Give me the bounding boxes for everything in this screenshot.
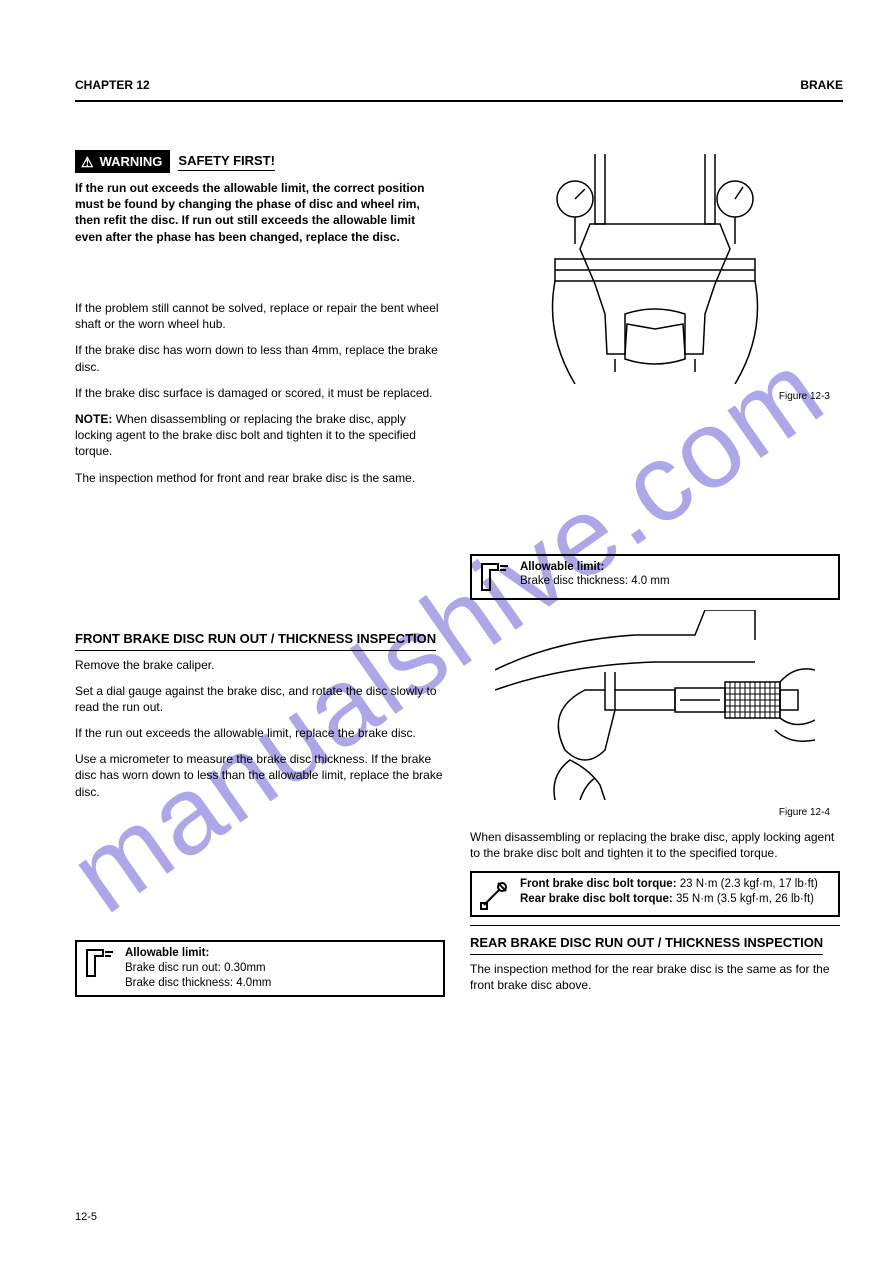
warning-triangle-icon: ⚠ — [81, 155, 94, 169]
note-label: NOTE: — [75, 412, 112, 426]
torque-box: Front brake disc bolt torque: 23 N·m (2.… — [470, 871, 840, 917]
left-step4: Use a micrometer to measure the brake di… — [75, 751, 445, 800]
footer-page-number: 12-5 — [75, 1211, 97, 1223]
spec-left-l1: Brake disc run out: 0.30mm — [125, 961, 271, 976]
torque-v1: 23 N·m (2.3 kgf·m, 17 lb·ft) — [680, 878, 818, 890]
spec-text-left: Allowable limit: Brake disc run out: 0.3… — [125, 946, 271, 991]
caliper-icon — [478, 560, 512, 594]
left-column: If the problem still cannot be solved, r… — [75, 300, 445, 496]
torque-wrench-icon — [478, 877, 512, 911]
right-p6: The inspection method for the rear brake… — [470, 961, 840, 993]
spec-right-label: Allowable limit: — [520, 560, 670, 575]
left-p3: If the brake disc surface is damaged or … — [75, 385, 445, 401]
warning-badge: ⚠ WARNING — [75, 150, 170, 173]
page-content: CHAPTER 12 BRAKE ⚠ WARNING SAFETY FIRST!… — [0, 0, 893, 1263]
right-column: Figure 12-3 Allowable limit: Brake disc … — [470, 150, 840, 1003]
spec-right-l1: Brake disc thickness: 4.0 mm — [520, 574, 670, 589]
left-step3: If the run out exceeds the allowable lim… — [75, 725, 445, 741]
header-rule — [75, 100, 843, 102]
left-p4: The inspection method for front and rear… — [75, 470, 445, 486]
note-body: When disassembling or replacing the brak… — [75, 412, 416, 458]
header-chapter: CHAPTER 12 — [75, 78, 150, 92]
torque-v2: 35 N·m (3.5 kgf·m, 26 lb·ft) — [676, 893, 814, 905]
caliper-icon — [83, 946, 117, 980]
spec-box-right: Allowable limit: Brake disc thickness: 4… — [470, 554, 840, 600]
spec-left-l2: Brake disc thickness: 4.0mm — [125, 976, 271, 991]
left-step2: Set a dial gauge against the brake disc,… — [75, 683, 445, 715]
illustration-micrometer — [470, 610, 840, 800]
right-heading-rear: REAR BRAKE DISC RUN OUT / THICKNESS INSP… — [470, 934, 823, 955]
fig2-caption: Figure 12-4 — [470, 806, 830, 820]
left-p2: If the brake disc has worn down to less … — [75, 342, 445, 374]
section-rule — [470, 925, 840, 926]
torque-t2: Rear brake disc bolt torque: — [520, 893, 673, 905]
warning-row: ⚠ WARNING SAFETY FIRST! — [75, 150, 275, 173]
spec-box-left: Allowable limit: Brake disc run out: 0.3… — [75, 940, 445, 997]
warning-badge-label: WARNING — [100, 154, 163, 169]
left-note1: NOTE: When disassembling or replacing th… — [75, 411, 445, 460]
spec-text-right: Allowable limit: Brake disc thickness: 4… — [520, 560, 670, 590]
torque-text: Front brake disc bolt torque: 23 N·m (2.… — [520, 877, 818, 907]
warning-body: If the run out exceeds the allowable lim… — [75, 180, 445, 245]
torque-t1: Front brake disc bolt torque: — [520, 878, 677, 890]
left-section-2: FRONT BRAKE DISC RUN OUT / THICKNESS INS… — [75, 630, 445, 1003]
illustration-dial-gauge — [470, 154, 840, 384]
left-step1: Remove the brake caliper. — [75, 657, 445, 673]
spec-left-label: Allowable limit: — [125, 946, 271, 961]
fig1-caption: Figure 12-3 — [470, 390, 830, 404]
left-heading-runout: FRONT BRAKE DISC RUN OUT / THICKNESS INS… — [75, 630, 436, 651]
warning-inline-heading: SAFETY FIRST! — [178, 153, 275, 171]
header-title: BRAKE — [800, 78, 843, 92]
right-p5: When disassembling or replacing the brak… — [470, 829, 840, 861]
left-p1: If the problem still cannot be solved, r… — [75, 300, 445, 332]
